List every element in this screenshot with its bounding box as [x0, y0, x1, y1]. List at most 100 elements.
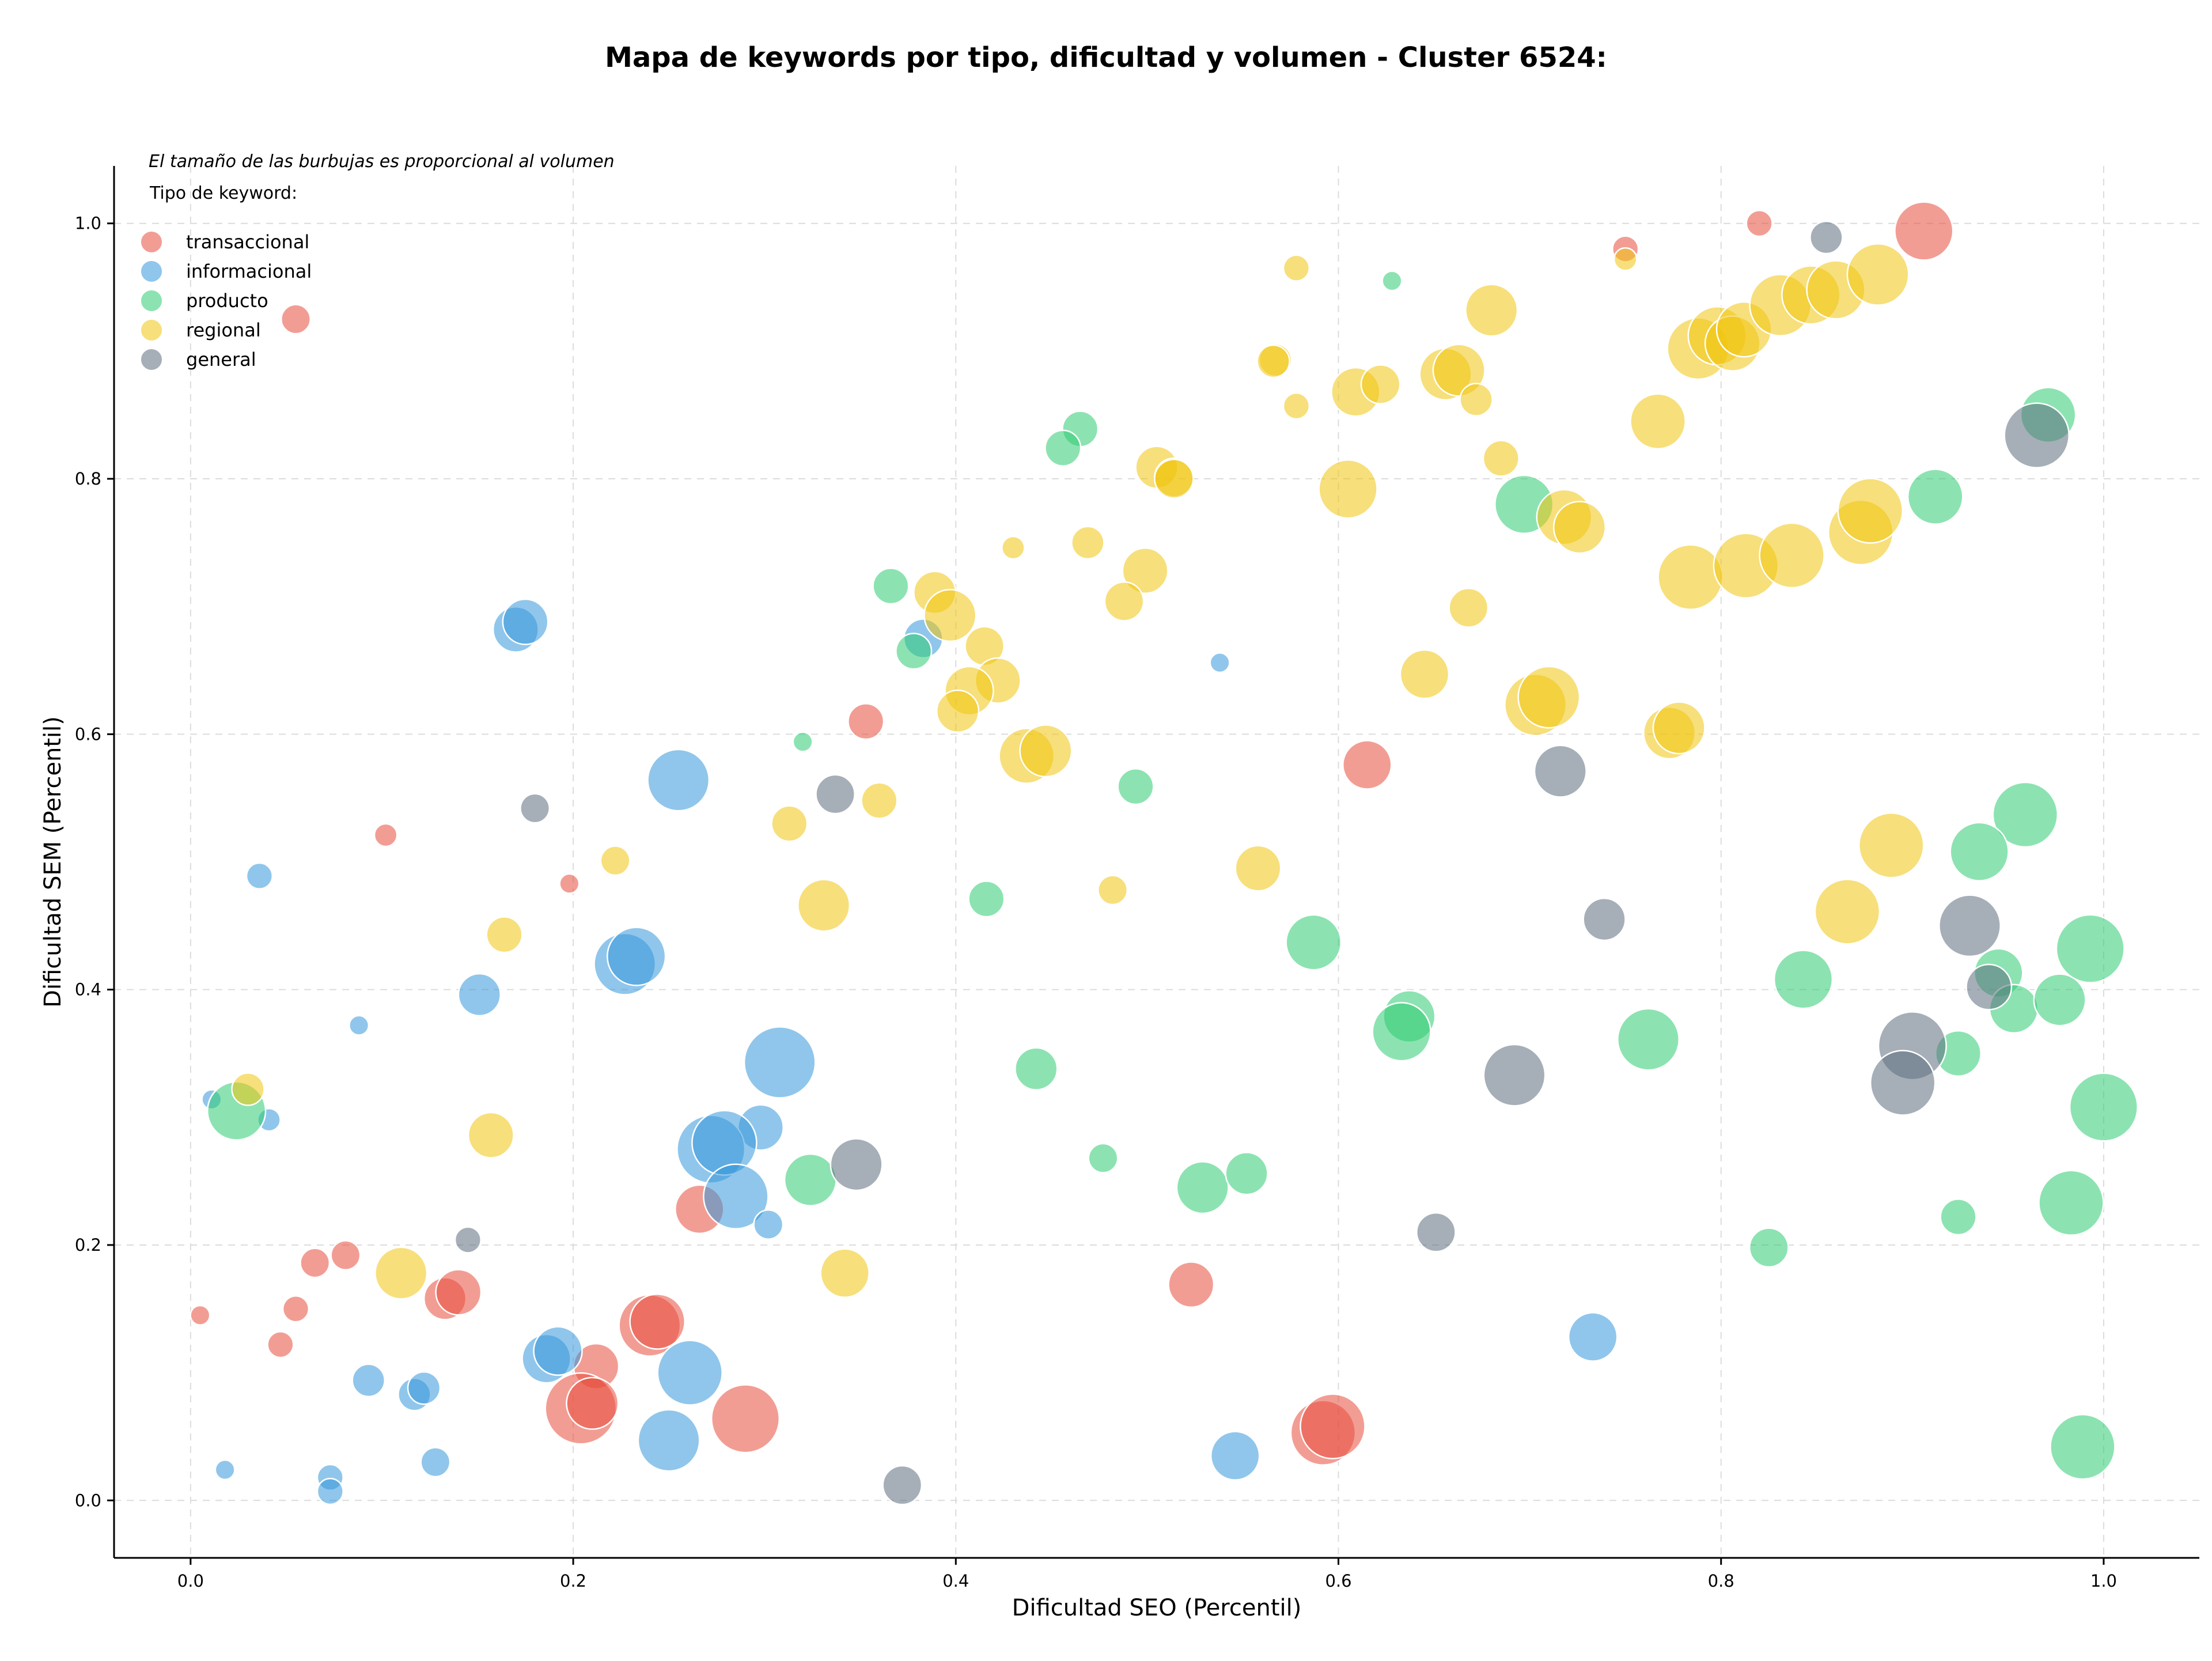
bubble-regional — [1630, 393, 1686, 450]
bubble-regional — [1858, 812, 1925, 879]
chart-title: Mapa de keywords por tipo, dificultad y … — [605, 41, 1607, 74]
bubble-general — [815, 774, 855, 815]
series-transaccional — [190, 201, 1954, 1466]
bubble-general — [1483, 1043, 1546, 1107]
x-tick-label: 0.4 — [942, 1571, 969, 1591]
bubble-informacional — [1567, 1312, 1618, 1362]
legend-item-transaccional: transaccional — [140, 230, 309, 253]
legend-label: regional — [186, 319, 261, 341]
bubble-informacional — [245, 862, 274, 890]
bubble-regional — [771, 805, 808, 842]
bubble-regional — [1552, 501, 1607, 554]
bubble-regional — [820, 1248, 870, 1298]
legend-marker — [140, 260, 163, 283]
bubble-producto — [1949, 822, 2009, 881]
bubble-producto — [968, 880, 1005, 918]
legend-label: transaccional — [186, 231, 309, 253]
legend-label: producto — [186, 290, 268, 312]
legend-marker — [140, 348, 163, 371]
x-axis-ticks: 0.0 0.2 0.4 0.6 0.8 1.0 — [177, 1558, 2117, 1591]
legend-title: Tipo de keyword: — [149, 183, 297, 203]
bubble-transaccional — [373, 823, 398, 847]
bubble-producto — [1044, 429, 1082, 467]
bubble-producto — [783, 1153, 837, 1206]
bubble-transaccional — [435, 1269, 482, 1316]
bubble-regional — [1154, 459, 1194, 499]
bubble-informacional — [533, 1326, 583, 1376]
bubble-general — [1938, 894, 2001, 958]
bubble-producto — [2055, 914, 2125, 983]
y-tick-label: 0.0 — [75, 1490, 101, 1510]
legend-item-producto: producto — [140, 289, 268, 312]
bubble-general — [520, 793, 551, 824]
bubble-transaccional — [190, 1304, 211, 1326]
bubble-producto — [1285, 914, 1342, 971]
bubble-layer — [190, 201, 2138, 1505]
y-axis-label: Dificultad SEM (Percentil) — [40, 716, 66, 1008]
bubble-producto — [1617, 1008, 1680, 1071]
bubble-regional — [1282, 254, 1310, 282]
bubble-transaccional — [559, 873, 580, 894]
bubble-transaccional — [710, 1384, 781, 1454]
bubble-regional — [1256, 344, 1290, 379]
bubble-informacional — [420, 1447, 451, 1478]
bubble-regional — [797, 879, 851, 932]
y-axis-ticks: 0.0 0.2 0.4 0.6 0.8 1.0 — [75, 214, 114, 1510]
bubble-regional — [1837, 478, 1904, 544]
bubble-general — [1809, 220, 1843, 255]
bubble-transaccional — [1894, 201, 1954, 261]
bubble-regional — [923, 589, 977, 642]
bubble-regional — [1104, 581, 1145, 622]
y-tick-label: 0.8 — [75, 469, 101, 489]
y-tick-label: 0.6 — [75, 724, 101, 744]
bubble-general — [1533, 744, 1587, 798]
bubble-regional — [231, 1072, 265, 1106]
legend: transaccional informacional producto region… — [140, 230, 312, 371]
bubble-regional — [1613, 247, 1638, 271]
legend-item-regional: regional — [140, 319, 261, 342]
bubble-producto — [872, 567, 910, 605]
bubble-transaccional — [847, 703, 885, 740]
series-regional — [231, 243, 1925, 1300]
bubble-producto — [1176, 1161, 1229, 1214]
bubble-informacional — [1209, 652, 1230, 674]
bubble-regional — [1282, 392, 1310, 420]
bubble-general — [1965, 963, 2013, 1011]
bubble-transaccional — [282, 1295, 310, 1323]
bubble-transaccional — [1342, 740, 1392, 790]
bubble-regional — [374, 1246, 428, 1300]
bubble-informacional — [657, 1340, 723, 1406]
bubble-informacional — [1210, 1431, 1260, 1481]
bubble-transaccional — [300, 1247, 331, 1278]
legend-item-general: general — [140, 348, 256, 371]
bubble-regional — [1001, 535, 1025, 560]
bubble-producto — [1117, 768, 1154, 805]
bubble-producto — [1381, 270, 1403, 292]
series-general — [454, 220, 2070, 1505]
bubble-informacional — [607, 926, 666, 986]
y-tick-label: 0.4 — [75, 980, 101, 1000]
bubble-transaccional — [330, 1240, 361, 1271]
bubble-informacional — [316, 1478, 344, 1505]
bubble-regional — [1465, 283, 1518, 337]
bubble-regional — [1759, 522, 1825, 589]
bubble-regional — [1517, 665, 1581, 729]
bubble-general — [454, 1226, 482, 1254]
bubble-producto — [1773, 949, 1834, 1009]
series-producto — [206, 270, 2138, 1480]
bubble-transaccional — [1745, 210, 1773, 237]
bubble-producto — [1014, 1047, 1058, 1091]
legend-marker — [140, 230, 163, 253]
x-tick-label: 0.6 — [1325, 1571, 1351, 1591]
bubble-informacional — [349, 1015, 370, 1036]
bubble-regional — [1234, 845, 1282, 892]
bubble-producto — [2033, 973, 2086, 1027]
bubble-producto — [792, 731, 813, 752]
x-tick-label: 1.0 — [2090, 1571, 2117, 1591]
bubble-regional — [1459, 383, 1493, 417]
bubble-regional — [861, 782, 898, 819]
series-informacional — [201, 598, 1618, 1505]
bubble-informacional — [407, 1371, 441, 1405]
bubble-regional — [1482, 440, 1520, 477]
